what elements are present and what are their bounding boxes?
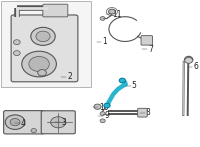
Text: 1: 1 bbox=[103, 37, 107, 46]
Text: 6: 6 bbox=[194, 62, 198, 71]
Text: 7: 7 bbox=[148, 45, 153, 54]
Circle shape bbox=[5, 115, 25, 129]
Circle shape bbox=[100, 112, 105, 115]
Text: 8: 8 bbox=[146, 108, 151, 117]
Circle shape bbox=[38, 70, 46, 76]
Text: 11: 11 bbox=[112, 10, 122, 19]
Circle shape bbox=[13, 51, 20, 56]
Circle shape bbox=[22, 51, 56, 77]
FancyBboxPatch shape bbox=[4, 111, 44, 134]
Circle shape bbox=[13, 40, 20, 45]
FancyBboxPatch shape bbox=[1, 1, 91, 87]
Circle shape bbox=[94, 104, 101, 109]
Circle shape bbox=[10, 118, 20, 126]
Text: 10: 10 bbox=[99, 103, 109, 112]
Text: 9: 9 bbox=[104, 111, 109, 120]
Text: 5: 5 bbox=[132, 81, 137, 90]
FancyBboxPatch shape bbox=[43, 4, 68, 17]
Circle shape bbox=[31, 27, 55, 45]
Text: 4: 4 bbox=[21, 119, 26, 128]
Circle shape bbox=[119, 78, 125, 83]
Circle shape bbox=[100, 17, 105, 20]
Circle shape bbox=[185, 57, 193, 63]
Circle shape bbox=[100, 119, 105, 123]
FancyBboxPatch shape bbox=[11, 15, 78, 82]
Circle shape bbox=[29, 56, 49, 72]
Circle shape bbox=[109, 9, 115, 14]
Text: 2: 2 bbox=[67, 72, 72, 81]
FancyBboxPatch shape bbox=[41, 111, 75, 134]
Circle shape bbox=[104, 103, 110, 108]
Circle shape bbox=[36, 31, 50, 42]
Text: 3: 3 bbox=[61, 118, 66, 127]
Circle shape bbox=[31, 128, 37, 133]
FancyBboxPatch shape bbox=[138, 108, 147, 117]
Circle shape bbox=[51, 117, 66, 128]
FancyBboxPatch shape bbox=[141, 36, 152, 45]
